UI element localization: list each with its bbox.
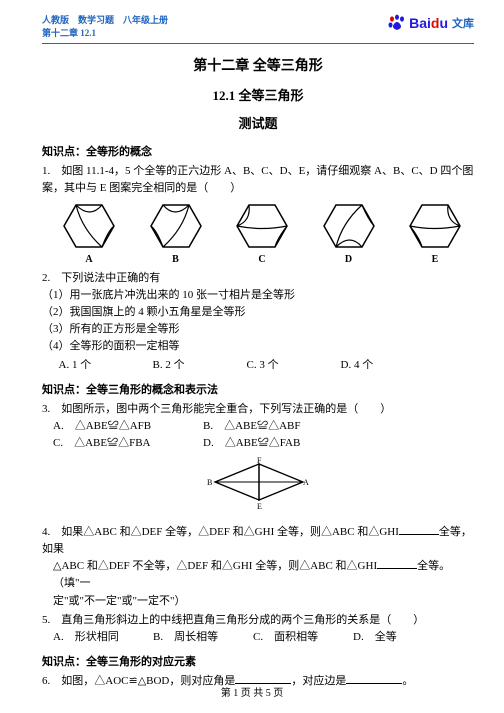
q3-row1: A. △ABE≌△AFB B. △ABE≌△ABF: [42, 418, 474, 435]
question-2-stem: 2. 下列说法中正确的有: [42, 270, 474, 287]
title-chapter: 第十二章 全等三角形: [42, 56, 474, 78]
svg-text:E: E: [257, 502, 262, 511]
q6-blank2: [346, 674, 402, 684]
q5-opt-d: D. 全等: [353, 629, 453, 646]
hex-e: E: [406, 201, 464, 268]
q2-opt-c: C. 3 个: [247, 357, 341, 374]
hex-a: A: [60, 201, 118, 268]
q2-opt-a: A. 1 个: [59, 357, 153, 374]
page-footer: 第 1 页 共 5 页: [0, 684, 504, 699]
q5-opt-a: A. 形状相同: [53, 629, 153, 646]
hex-label-a: A: [60, 252, 118, 268]
question-4-line2: △ABC 和△DEF 不全等，△DEF 和△GHI 全等，则△ABC 和△GHI…: [42, 558, 474, 592]
header-line1: 人教版 数学习题 八年级上册: [42, 14, 168, 27]
question-4: 4. 如果△ABC 和△DEF 全等，△DEF 和△GHI 全等，则△ABC 和…: [42, 524, 474, 558]
q2-s4: （4）全等形的面积一定相等: [42, 338, 474, 355]
question-4-line3: 定"或"不一定"或"一定不"）: [42, 593, 474, 610]
baidu-text: Baidu: [409, 15, 448, 31]
q4-p1a: 4. 如果△ABC 和△DEF 全等，△DEF 和△GHI 全等，则△ABC 和…: [42, 526, 399, 538]
q2-s3: （3）所有的正方形是全等形: [42, 321, 474, 338]
title-test: 测试题: [42, 114, 474, 134]
q2-opt-b: B. 2 个: [153, 357, 247, 374]
hex-label-c: C: [233, 252, 291, 268]
q3-opt-d: D. △ABE≌△FAB: [203, 435, 353, 452]
svg-text:B: B: [207, 478, 212, 487]
q6-blank1: [235, 674, 291, 684]
q3-opt-b: B. △ABE≌△ABF: [203, 418, 353, 435]
q3-opt-a: A. △ABE≌△AFB: [53, 418, 203, 435]
q2-options: A. 1 个 B. 2 个 C. 3 个 D. 4 个: [42, 357, 474, 374]
q2-opt-d: D. 4 个: [341, 357, 374, 374]
hex-b: B: [147, 201, 205, 268]
knowledge-point-3: 知识点：全等三角形的对应元素: [42, 654, 474, 671]
hex-label-d: D: [320, 252, 378, 268]
title-section: 12.1 全等三角形: [42, 86, 474, 106]
baidu-logo: Baidu 文库: [387, 14, 474, 32]
q5-opt-b: B. 周长相等: [153, 629, 253, 646]
hex-c: C: [233, 201, 291, 268]
wenku-label: 文库: [452, 15, 474, 32]
header-left: 人教版 数学习题 八年级上册 第十二章 12.1: [42, 14, 168, 39]
question-3-stem: 3. 如图所示，图中两个三角形能完全重合，下列写法正确的是（ ）: [42, 401, 474, 418]
q4-blank2: [377, 560, 417, 570]
header-line2: 第十二章 12.1: [42, 27, 168, 40]
paw-icon: [387, 14, 407, 32]
page-header: 人教版 数学习题 八年级上册 第十二章 12.1 Baidu 文库: [0, 0, 504, 43]
knowledge-point-1: 知识点：全等形的概念: [42, 144, 474, 161]
question-5-stem: 5. 直角三角形斜边上的中线把直角三角形分成的两个三角形的关系是（ ）: [42, 612, 474, 629]
triangle-figure: F B A E: [42, 452, 474, 522]
question-1: 1. 如图 11.1-4，5 个全等的正六边形 A、B、C、D、E，请仔细观察 …: [42, 163, 474, 197]
q2-s2: （2）我国国旗上的 4 颗小五角星是全等形: [42, 304, 474, 321]
hex-label-b: B: [147, 252, 205, 268]
hexagon-figure-row: A B C: [42, 197, 474, 268]
svg-text:F: F: [257, 456, 262, 465]
q4-p2a: △ABC 和△DEF 不全等，△DEF 和△GHI 全等，则△ABC 和△GHI: [53, 560, 377, 572]
q2-s1: （1）用一张底片冲洗出来的 10 张一寸相片是全等形: [42, 287, 474, 304]
hex-d: D: [320, 201, 378, 268]
content: 第十二章 全等三角形 12.1 全等三角形 测试题 知识点：全等形的概念 1. …: [0, 44, 504, 690]
title-block: 第十二章 全等三角形 12.1 全等三角形 测试题: [42, 56, 474, 134]
hex-label-e: E: [406, 252, 464, 268]
svg-text:A: A: [303, 478, 309, 487]
q3-opt-c: C. △ABE≌△FBA: [53, 435, 203, 452]
q5-opt-c: C. 面积相等: [253, 629, 353, 646]
q3-row2: C. △ABE≌△FBA D. △ABE≌△FAB: [42, 435, 474, 452]
q4-blank1: [399, 525, 439, 535]
q5-options: A. 形状相同 B. 周长相等 C. 面积相等 D. 全等: [42, 629, 474, 646]
knowledge-point-2: 知识点：全等三角形的概念和表示法: [42, 382, 474, 399]
